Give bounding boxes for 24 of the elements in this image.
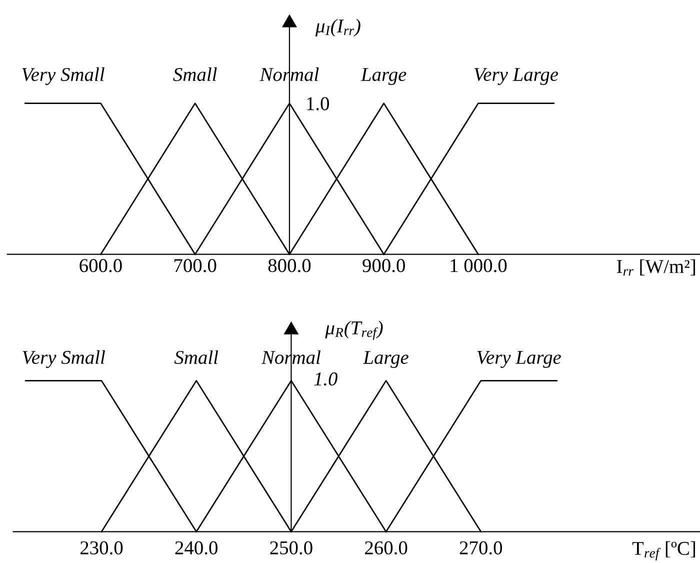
x-tick-label: 900.0 bbox=[362, 259, 405, 272]
x-tick-label: 270.0 bbox=[460, 541, 502, 554]
series-label: Very Large bbox=[477, 351, 561, 368]
annotation: 1.0 bbox=[314, 372, 338, 386]
series-label: Large bbox=[362, 351, 408, 368]
x-tick-label: 240.0 bbox=[175, 541, 218, 554]
x-tick-label: 260.0 bbox=[365, 541, 408, 554]
series-label: Very Small bbox=[22, 350, 105, 368]
series-label: Very Large bbox=[474, 68, 558, 86]
x-axis-title: T$_{ref}$ [ºC] bbox=[632, 541, 695, 560]
x-tick-label: 600.0 bbox=[80, 259, 122, 272]
series-label: Large bbox=[360, 68, 406, 86]
series-label: Very Small bbox=[22, 67, 104, 86]
series-label: Small bbox=[174, 350, 218, 364]
annotation: 1.0 bbox=[307, 97, 329, 110]
x-tick-label: 230.0 bbox=[80, 541, 123, 554]
series-label: Small bbox=[173, 67, 217, 82]
x-axis-title: I$_{rr}$ [W/m²] bbox=[616, 259, 695, 276]
x-tick-label: 700.0 bbox=[174, 259, 216, 272]
y-axis-title: μ$_{R}$(T$_{ref}$) bbox=[325, 320, 383, 340]
x-tick-label: 250.0 bbox=[270, 541, 312, 554]
x-tick-label: 800.0 bbox=[268, 259, 311, 272]
x-tick-label: 1 000.0 bbox=[450, 259, 507, 272]
y-axis-title: μ$_{I}$(I$_{rr}$) bbox=[315, 18, 360, 37]
